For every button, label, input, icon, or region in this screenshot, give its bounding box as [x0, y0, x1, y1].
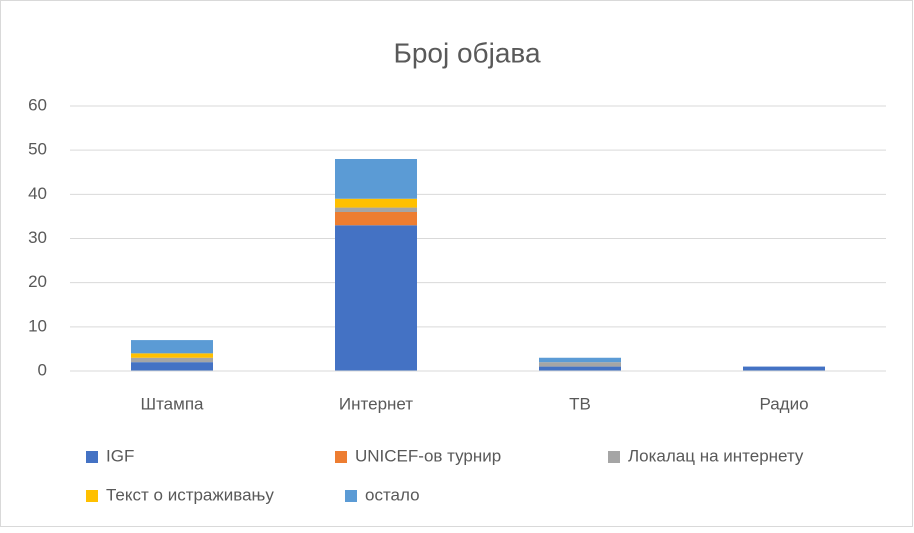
- y-tick-label: 50: [28, 140, 47, 159]
- legend-swatch: [86, 490, 98, 502]
- y-tick-label: 20: [28, 272, 47, 291]
- y-tick-label: 30: [28, 228, 47, 247]
- legend-label: Локалац на интернету: [628, 446, 804, 465]
- bar-segment: [539, 366, 621, 371]
- legend-swatch: [335, 451, 347, 463]
- legend-label: IGF: [106, 446, 134, 465]
- bar-segment: [539, 362, 621, 367]
- bar-segment: [335, 212, 417, 226]
- y-tick-label: 60: [28, 95, 47, 114]
- y-tick-label: 10: [28, 316, 47, 335]
- y-tick-label: 0: [38, 360, 47, 379]
- bar-segment: [131, 340, 213, 354]
- bar-segment: [131, 357, 213, 363]
- bar-segment: [335, 159, 417, 199]
- legend-swatch: [86, 451, 98, 463]
- bar-segment: [131, 353, 213, 358]
- chart-title: Број објава: [393, 37, 540, 68]
- legend-label: UNICEF-ов турнир: [355, 446, 501, 465]
- x-tick-label: Интернет: [339, 394, 413, 413]
- y-tick-label: 40: [28, 184, 47, 203]
- x-tick-label: Радио: [759, 394, 808, 413]
- legend-swatch: [345, 490, 357, 502]
- bar-segment: [335, 198, 417, 208]
- legend-swatch: [608, 451, 620, 463]
- x-tick-label: ТВ: [569, 394, 591, 413]
- legend-label: остало: [365, 485, 420, 504]
- legend-label: Текст о истраживању: [106, 485, 274, 504]
- bar-segment: [335, 225, 417, 371]
- bar-segment: [335, 207, 417, 212]
- bar-segment: [539, 357, 621, 363]
- bar-segment: [131, 362, 213, 371]
- bar-segment: [743, 366, 825, 371]
- x-tick-label: Штампа: [141, 394, 205, 413]
